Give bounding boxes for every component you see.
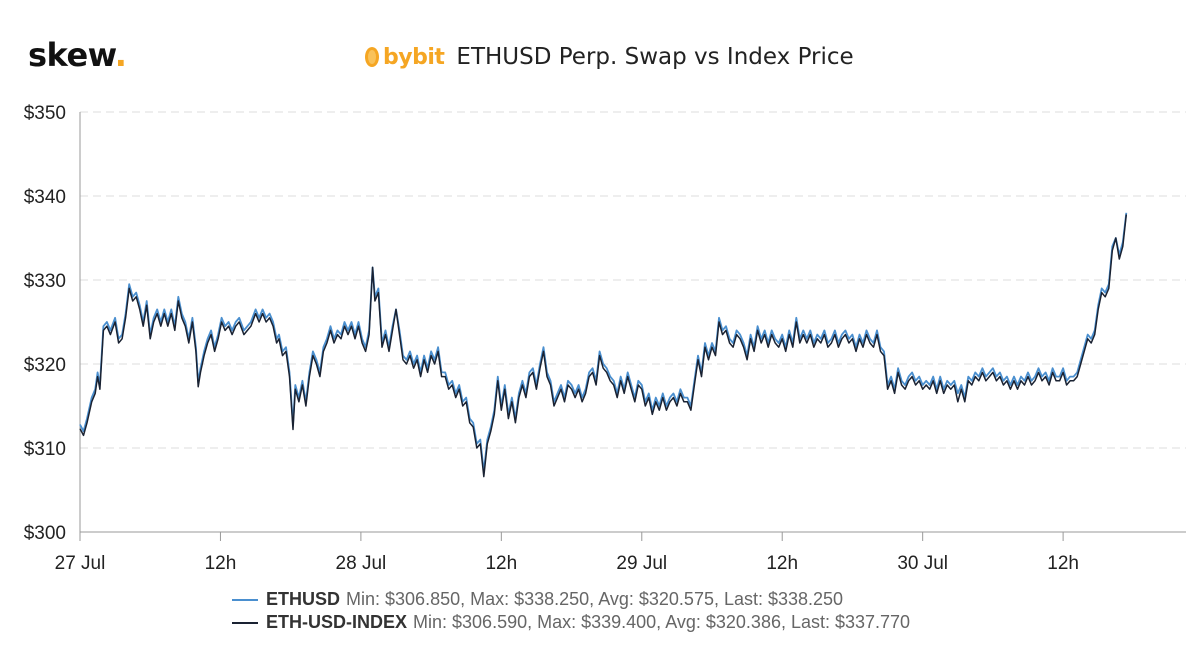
bybit-logo: bybit bbox=[364, 44, 445, 70]
brand-dot: . bbox=[114, 36, 127, 74]
legend-stats-index: Min: $306.590, Max: $339.400, Avg: $320.… bbox=[413, 612, 911, 632]
legend: ETHUSD Min: $306.850, Max: $338.250, Avg… bbox=[232, 588, 910, 634]
chart-header: bybit ETHUSD Perp. Swap vs Index Price bbox=[364, 44, 854, 70]
legend-stats-ethusd: Min: $306.850, Max: $338.250, Avg: $320.… bbox=[346, 589, 844, 609]
bybit-coin-icon bbox=[365, 47, 379, 67]
legend-name-index: ETH-USD-INDEX bbox=[266, 612, 408, 632]
x-tick-label: 29 Jul bbox=[616, 553, 667, 574]
x-tick-label: 12h bbox=[766, 553, 798, 574]
grid-lines bbox=[80, 111, 1186, 449]
y-tick-label: $350 bbox=[24, 103, 66, 124]
legend-name-ethusd: ETHUSD bbox=[266, 589, 341, 609]
bybit-wordmark: bybit bbox=[383, 44, 445, 70]
y-tick-label: $320 bbox=[24, 355, 66, 376]
brand-name: skew bbox=[28, 36, 115, 74]
x-tick-label: 12h bbox=[205, 553, 237, 574]
x-tick-label: 28 Jul bbox=[336, 553, 387, 574]
series-lines bbox=[79, 212, 1128, 478]
chart-title: ETHUSD Perp. Swap vs Index Price bbox=[456, 44, 854, 70]
y-tick-label: $330 bbox=[24, 271, 66, 292]
skew-logo: skew. bbox=[28, 36, 127, 74]
y-axis: $300 $310 $320 $330 $340 $350 bbox=[24, 103, 81, 544]
y-tick-label: $310 bbox=[24, 439, 66, 460]
series-line-ethusd bbox=[79, 212, 1128, 473]
x-tick-label: 12h bbox=[1047, 553, 1079, 574]
legend-item-index[interactable]: ETH-USD-INDEX Min: $306.590, Max: $339.4… bbox=[232, 611, 910, 634]
x-tick-label: 12h bbox=[485, 553, 517, 574]
x-tick-label: 30 Jul bbox=[897, 553, 948, 574]
y-tick-label: $300 bbox=[24, 523, 66, 544]
x-tick-label: 27 Jul bbox=[55, 553, 106, 574]
legend-swatch-ethusd bbox=[232, 598, 258, 601]
y-tick-label: $340 bbox=[24, 187, 66, 208]
series-line-index bbox=[79, 214, 1128, 478]
legend-item-ethusd[interactable]: ETHUSD Min: $306.850, Max: $338.250, Avg… bbox=[232, 588, 910, 611]
legend-swatch-index bbox=[232, 621, 258, 624]
x-axis: 27 Jul 12h 28 Jul 12h 29 Jul 12h 30 Jul 12h bbox=[55, 531, 1186, 574]
